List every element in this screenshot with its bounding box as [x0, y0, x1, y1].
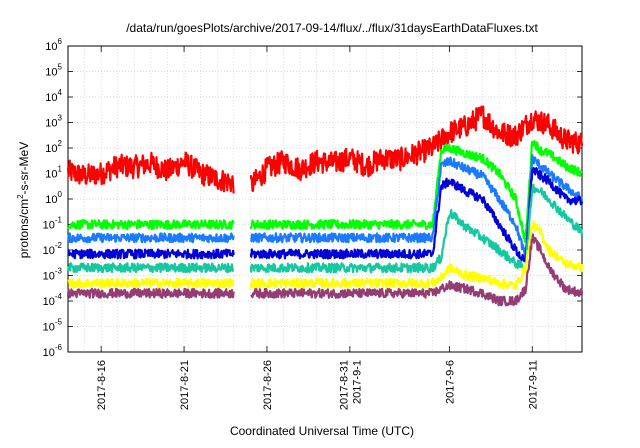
- series-line: [250, 233, 584, 307]
- plot-border: [67, 45, 583, 353]
- plot-area-frame: [67, 45, 583, 353]
- y-tick-label: 104: [45, 88, 62, 104]
- x-tick-label: 2017-8-31: [338, 360, 350, 410]
- y-axis-label-post: -s-sr-MeV: [17, 142, 31, 195]
- y-tick-label: 10-5: [43, 318, 63, 334]
- series-line: [66, 287, 235, 299]
- series-line: [67, 219, 235, 230]
- y-tick-labels: 10-6 10-5 10-4 10-3 10-2 10-1 100 101 102 103 104 1…: [43, 37, 63, 359]
- y-tick-label: 105: [45, 63, 62, 79]
- y-tick-label: 100: [45, 190, 62, 206]
- series-line: [66, 262, 235, 274]
- series-line: [66, 151, 235, 194]
- y-tick-label: 102: [45, 139, 62, 155]
- series-line: [67, 277, 235, 289]
- y-tick-label: 10-4: [43, 292, 63, 308]
- y-tick-label: 103: [45, 114, 62, 130]
- y-tick-label: 10-1: [43, 216, 63, 232]
- x-axis-label: Coordinated Universal Time (UTC): [230, 424, 414, 438]
- series-line: [249, 105, 584, 192]
- series-group: [66, 105, 584, 307]
- x-tick-label: 2017-9-11: [527, 360, 539, 409]
- series-line: [249, 220, 584, 290]
- y-tick-label: 10-2: [43, 241, 63, 257]
- series-line: [67, 248, 235, 260]
- x-tick-label: 2017-8-21: [179, 360, 191, 410]
- y-tick-label: 10-3: [43, 267, 63, 283]
- chart-title: /data/run/goesPlots/archive/2017-09-14/f…: [126, 21, 538, 35]
- y-tick-label: 10-6: [43, 343, 63, 359]
- y-axis-label-sup: 2: [16, 194, 25, 199]
- x-tick-labels: 2017-8-16 2017-8-21 2017-8-26 2017-8-31 2017…: [96, 360, 539, 410]
- series-line: [67, 232, 235, 244]
- grid: [68, 46, 582, 352]
- x-tick-label: 2017-8-16: [96, 360, 108, 410]
- y-axis-label: protons/cm2-s-sr-MeV: [16, 142, 31, 258]
- x-tick-label: 2017-9-6: [444, 360, 456, 404]
- x-tick-label: 2017-8-26: [262, 360, 274, 410]
- y-axis-label-pre: protons/cm: [17, 199, 31, 258]
- y-tick-label: 106: [45, 37, 62, 53]
- y-tick-label: 101: [45, 165, 62, 181]
- x-tick-label: 2017-9-1: [351, 360, 363, 404]
